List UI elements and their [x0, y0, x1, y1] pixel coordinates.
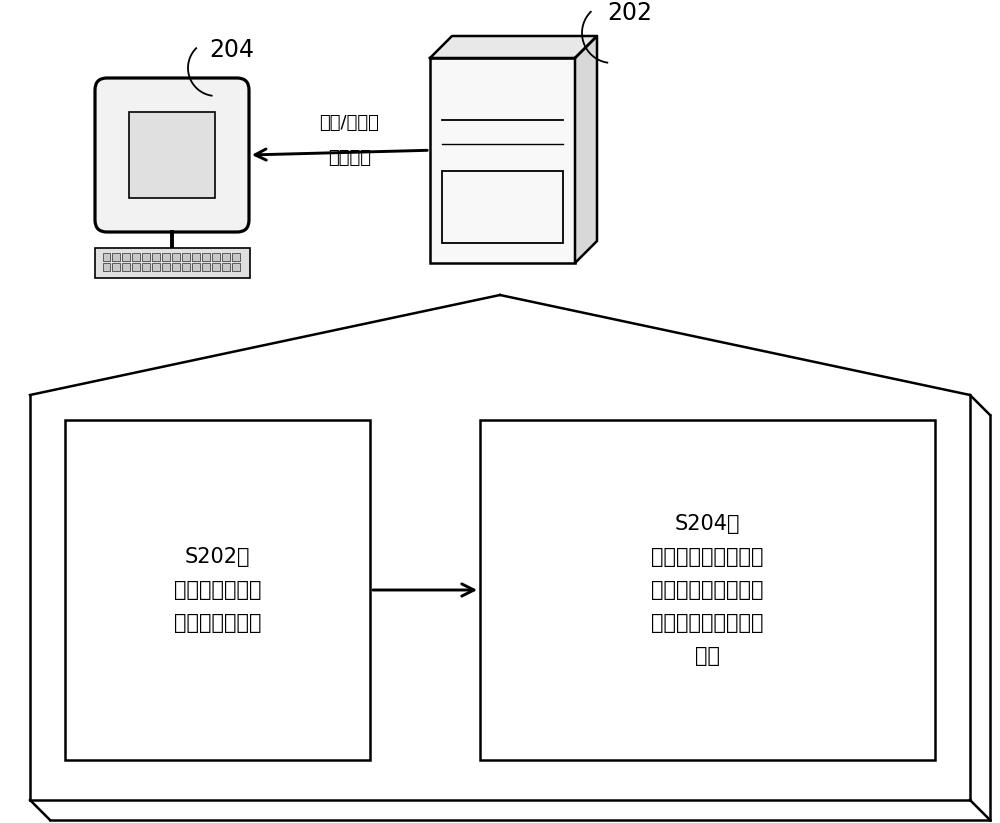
- Bar: [122, 253, 130, 261]
- Bar: [192, 253, 200, 261]
- Bar: [112, 263, 120, 271]
- Polygon shape: [430, 36, 597, 58]
- Bar: [103, 253, 110, 261]
- Bar: [103, 263, 110, 271]
- Bar: [232, 253, 240, 261]
- Text: 错误日志: 错误日志: [328, 149, 371, 166]
- Bar: [202, 263, 210, 271]
- Bar: [172, 263, 180, 271]
- Bar: [142, 263, 150, 271]
- Bar: [192, 263, 200, 271]
- Bar: [442, 170, 563, 243]
- Bar: [122, 263, 130, 271]
- Bar: [430, 58, 575, 263]
- Bar: [162, 263, 170, 271]
- Bar: [222, 263, 230, 271]
- Bar: [142, 253, 150, 261]
- Text: S204，
当字符串中包含预设
关键字时，确定不打
印字符串对应的错误
日志: S204， 当字符串中包含预设 关键字时，确定不打 印字符串对应的错误 日志: [651, 514, 764, 666]
- Bar: [212, 253, 220, 261]
- Polygon shape: [575, 36, 597, 263]
- Bar: [202, 253, 210, 261]
- Bar: [112, 253, 120, 261]
- Bar: [129, 112, 215, 198]
- Bar: [232, 263, 240, 271]
- FancyBboxPatch shape: [95, 78, 249, 232]
- Bar: [480, 420, 935, 760]
- Bar: [152, 253, 160, 261]
- Bar: [132, 253, 140, 261]
- Bar: [222, 253, 230, 261]
- Text: S202，
在编程组件中获
取报错的字符串: S202， 在编程组件中获 取报错的字符串: [174, 547, 261, 633]
- Bar: [182, 263, 190, 271]
- Bar: [172, 253, 180, 261]
- Bar: [162, 253, 170, 261]
- Bar: [65, 420, 370, 760]
- Text: 202: 202: [608, 1, 652, 25]
- Bar: [182, 253, 190, 261]
- Bar: [132, 263, 140, 271]
- Text: 打印/不打印: 打印/不打印: [320, 114, 379, 132]
- Bar: [212, 263, 220, 271]
- Bar: [152, 263, 160, 271]
- Text: 204: 204: [210, 38, 254, 62]
- Bar: [94, 248, 250, 278]
